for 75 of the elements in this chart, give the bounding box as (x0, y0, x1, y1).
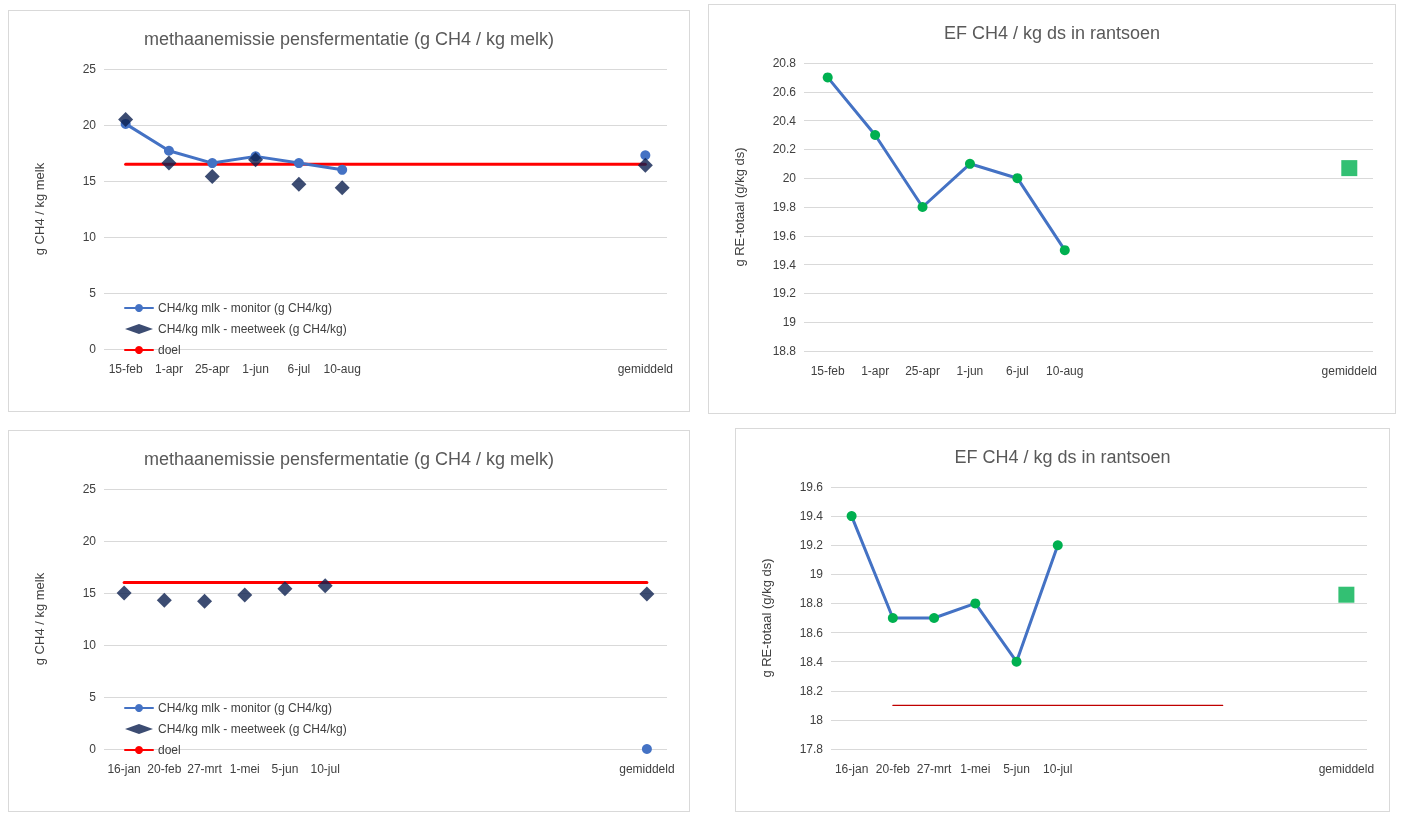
y-tick-label: 15 (82, 586, 97, 600)
x-tick-label: 1-mei (229, 762, 260, 776)
y-tick-label: 15 (82, 174, 97, 188)
y-tick-label: 18.4 (799, 654, 824, 669)
x-tick-label: 1-jun (242, 362, 269, 376)
y-tick-label: 5 (89, 286, 97, 300)
y-tick-label: 25 (82, 62, 97, 76)
x-tick-label: 6-jul (1006, 364, 1029, 378)
y-tick-label: 19.4 (799, 509, 824, 524)
x-tick-label: gemiddeld (1318, 762, 1375, 776)
y-axis-title: g RE-totaal (g/kg ds) (732, 147, 747, 267)
y-tick-label: 20 (782, 171, 797, 186)
y-axis-title: g CH4 / kg melk (32, 162, 47, 256)
x-tick-label: gemiddeld (619, 762, 675, 776)
y-tick-label: 18.6 (799, 625, 824, 640)
x-tick-label: 20-feb (147, 762, 182, 776)
y-tick-label: 19.8 (772, 200, 797, 214)
x-tick-label: gemiddeld (1321, 364, 1377, 378)
y-tick-label: 18.2 (799, 683, 824, 698)
x-tick-label: 16-jan (834, 762, 869, 776)
y-tick-label: 0 (89, 342, 97, 356)
x-tick-label: 10-aug (1046, 364, 1084, 378)
y-tick-label: 20 (82, 118, 97, 132)
x-tick-label: 5-jun (1003, 762, 1030, 776)
x-tick-label: 15-feb (108, 362, 143, 376)
y-tick-label: 19.2 (799, 538, 824, 553)
x-tick-label: 10-jul (310, 762, 340, 776)
x-tick-label: 10-aug (323, 362, 361, 376)
x-tick-label: gemiddeld (617, 362, 674, 376)
y-axis-title: g CH4 / kg melk (32, 572, 47, 666)
y-tick-label: 0 (89, 742, 97, 756)
x-tick-label: 1-jun (956, 364, 984, 378)
x-tick-label: 1-mei (960, 762, 991, 776)
x-tick-label: 1-apr (154, 362, 183, 376)
legend-label: CH4/kg mlk - monitor (g CH4/kg) (158, 301, 333, 315)
legend-label: CH4/kg mlk - meetweek (g CH4/kg) (158, 322, 347, 336)
y-tick-label: 19 (809, 567, 824, 582)
y-tick-label: 20 (82, 534, 97, 548)
y-tick-label: 10 (82, 638, 97, 652)
y-tick-label: 20.6 (772, 84, 797, 99)
y-tick-label: 20.8 (772, 56, 797, 70)
chart-title: EF CH4 / kg ds in rantsoen (954, 447, 1171, 467)
x-tick-label: 27-mrt (916, 762, 953, 776)
chart-title: methaanemissie pensfermentatie (g CH4 / kg melk) (143, 449, 555, 469)
legend-label: CH4/kg mlk - monitor (g CH4/kg) (158, 701, 333, 715)
x-tick-label: 10-jul (1043, 762, 1073, 776)
y-axis-title: g RE-totaal (g/kg ds) (759, 558, 774, 678)
x-tick-label: 5-jun (271, 762, 299, 776)
y-tick-label: 20.2 (772, 142, 797, 157)
x-tick-label: 20-feb (875, 762, 911, 776)
y-tick-label: 19.6 (772, 228, 797, 243)
x-tick-label: 25-apr (905, 364, 940, 378)
legend-label: doel (158, 343, 181, 357)
y-tick-label: 19.2 (772, 286, 797, 301)
y-tick-label: 5 (89, 690, 97, 704)
x-tick-label: 27-mrt (187, 762, 223, 776)
y-tick-label: 18.8 (772, 344, 797, 358)
y-tick-label: 25 (82, 482, 97, 496)
y-tick-label: 20.4 (772, 113, 797, 128)
chart-title: EF CH4 / kg ds in rantsoen (943, 23, 1161, 43)
chart-title: methaanemissie pensfermentatie (g CH4 / kg melk) (143, 29, 555, 49)
y-tick-label: 18 (809, 712, 824, 727)
legend-label: doel (158, 743, 181, 757)
x-tick-label: 1-apr (861, 364, 890, 378)
y-tick-label: 19.4 (772, 257, 797, 272)
y-tick-label: 10 (82, 230, 97, 244)
y-tick-label: 18.8 (799, 596, 824, 611)
y-tick-label: 19.6 (799, 480, 824, 494)
y-tick-label: 17.8 (799, 742, 824, 756)
x-tick-label: 15-feb (810, 364, 846, 378)
x-tick-label: 25-apr (194, 362, 230, 376)
legend-label: CH4/kg mlk - meetweek (g CH4/kg) (158, 722, 347, 736)
x-tick-label: 6-jul (287, 362, 311, 376)
y-tick-label: 19 (782, 315, 797, 330)
x-tick-label: 16-jan (107, 762, 141, 776)
